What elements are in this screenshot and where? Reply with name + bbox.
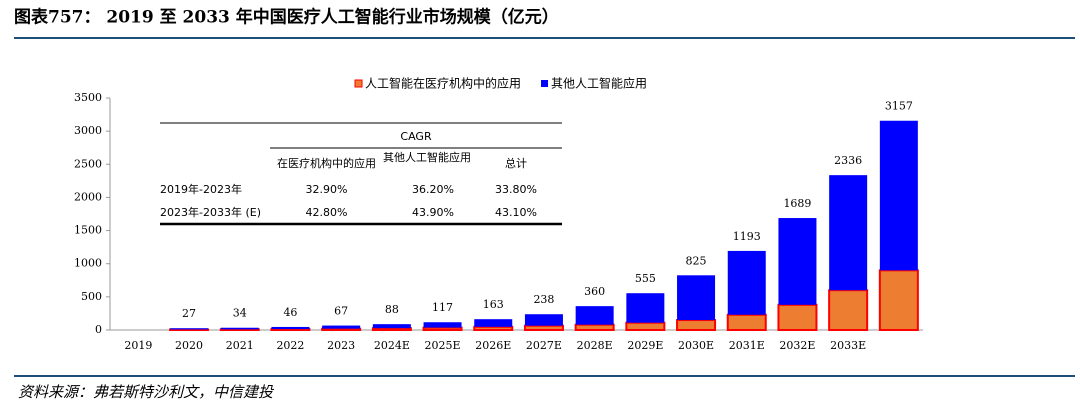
table-column: 在医疗机构中的应用	[277, 157, 376, 170]
legend-swatch	[541, 80, 549, 87]
table-cell: 33.80%	[495, 183, 537, 196]
x-tick-label: 2025E	[425, 339, 461, 352]
total-label: 88	[385, 303, 399, 316]
bar-segment	[878, 269, 919, 332]
total-label: 555	[635, 272, 656, 285]
y-tick-label: 2000	[74, 190, 102, 203]
x-tick-label: 2026E	[475, 339, 511, 352]
table-cell: 32.90%	[305, 183, 348, 196]
x-tick-label: 2022	[276, 339, 304, 352]
table-cell: 2023年-2033年 (E)	[160, 206, 261, 219]
legend-label: 其他人工智能应用	[551, 76, 647, 91]
bar-segment	[169, 328, 210, 332]
table-cell: 43.90%	[412, 206, 454, 219]
bar-segment	[677, 275, 716, 321]
bar-segment	[727, 250, 766, 315]
total-label: 238	[533, 293, 554, 306]
bar-segment	[372, 324, 411, 329]
bar-segment	[474, 319, 513, 327]
chart-title: 图表757： 2019 至 2033 年中国医疗人工智能行业市场规模（亿元）	[14, 7, 559, 28]
table-cell: 2019年-2023年	[160, 183, 242, 196]
bar-segment	[829, 175, 868, 291]
total-label: 3157	[885, 100, 913, 113]
x-tick-label: 2032E	[779, 339, 815, 352]
total-label: 34	[233, 307, 247, 320]
bar-segment	[219, 328, 260, 331]
bar-segment	[422, 326, 463, 331]
bar-segment	[322, 325, 361, 329]
table-cell: 36.20%	[412, 183, 454, 196]
bar-segment	[170, 328, 209, 330]
x-tick-label: 2023	[327, 339, 355, 352]
y-tick-label: 2500	[74, 157, 102, 170]
total-label: 163	[483, 298, 504, 311]
total-label: 27	[182, 307, 196, 320]
bar-segment	[676, 319, 717, 331]
bar-segment	[321, 327, 362, 332]
x-tick-label: 2020	[175, 339, 203, 352]
total-label: 2336	[834, 154, 862, 167]
bar-segment	[523, 324, 564, 332]
x-tick-label: 2019	[124, 339, 152, 352]
legend-swatch	[354, 79, 363, 88]
bar-segment	[828, 289, 869, 332]
bar-segment	[220, 327, 259, 330]
bar-segment	[524, 314, 563, 326]
table-column: 总计	[505, 157, 527, 170]
y-tick-label: 0	[95, 323, 102, 336]
table-cell: 43.10%	[495, 206, 537, 219]
total-label: 825	[686, 254, 707, 267]
bar-segment	[371, 327, 412, 332]
y-tick-label: 500	[81, 290, 102, 303]
total-label: 117	[432, 301, 453, 314]
x-tick-label: 2027E	[526, 339, 562, 352]
bar-segment	[473, 325, 514, 332]
bar-segment	[726, 313, 767, 331]
total-label: 360	[584, 285, 605, 298]
y-tick-label: 3500	[74, 91, 102, 104]
table-header: CAGR	[400, 130, 432, 143]
bar-segment	[270, 328, 311, 331]
total-label: 1193	[733, 230, 761, 243]
x-tick-label: 2033E	[830, 339, 866, 352]
source: 资料来源：弗若斯特沙利文，中信建投	[18, 383, 275, 401]
bar-segment	[271, 326, 310, 330]
bar-segment	[423, 322, 462, 328]
bar-segment	[574, 323, 615, 332]
x-tick-label: 2031E	[729, 339, 765, 352]
x-tick-label: 2029E	[627, 339, 663, 352]
bar-segment	[778, 218, 817, 305]
bar-segment	[777, 303, 818, 332]
total-label: 46	[283, 306, 297, 319]
y-tick-label: 1500	[74, 224, 102, 237]
x-tick-label: 2024E	[374, 339, 410, 352]
x-tick-label: 2021	[226, 339, 254, 352]
bar-segment	[879, 120, 918, 271]
bar-segment	[625, 321, 666, 331]
x-tick-label: 2030E	[678, 339, 714, 352]
y-tick-label: 3000	[74, 124, 102, 137]
bar-segment	[626, 293, 665, 323]
total-label: 1689	[783, 197, 811, 210]
table-cell: 42.80%	[305, 206, 348, 219]
legend-label: 人工智能在医疗机构中的应用	[365, 76, 521, 91]
table-column: 其他人工智能应用	[383, 151, 471, 164]
bar-segment	[575, 306, 614, 325]
x-tick-label: 2028E	[577, 339, 613, 352]
y-tick-label: 1000	[74, 257, 102, 270]
total-label: 67	[334, 305, 348, 318]
